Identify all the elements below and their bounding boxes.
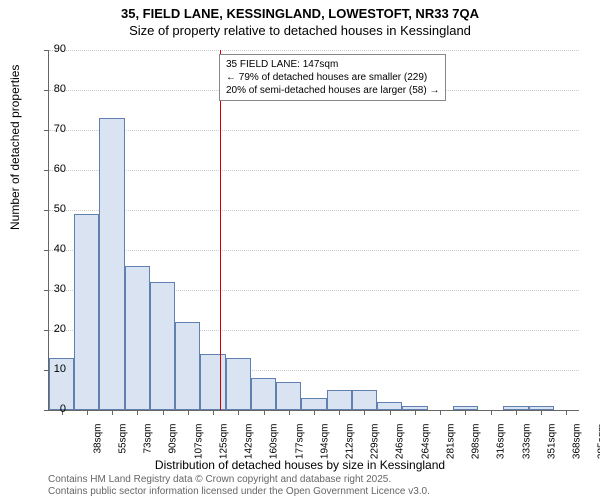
ytick-label: 0 — [36, 403, 66, 415]
xtick-mark — [339, 410, 340, 415]
xtick-mark — [364, 410, 365, 415]
xtick-label: 281sqm — [445, 424, 456, 464]
xtick-mark — [213, 410, 214, 415]
histogram-bar — [99, 118, 124, 410]
histogram-bar — [327, 390, 352, 410]
grid-line — [49, 130, 579, 131]
xtick-label: 368sqm — [572, 424, 583, 464]
grid-line — [49, 50, 579, 51]
xtick-label: 212sqm — [345, 424, 356, 464]
xtick-label: 246sqm — [395, 424, 406, 464]
footer-credits: Contains HM Land Registry data © Crown c… — [48, 474, 430, 498]
xtick-mark — [541, 410, 542, 415]
xtick-mark — [87, 410, 88, 415]
xtick-mark — [415, 410, 416, 415]
xtick-mark — [112, 410, 113, 415]
xtick-label: 38sqm — [92, 424, 103, 464]
ytick-label: 80 — [36, 83, 66, 95]
xtick-label: 107sqm — [193, 424, 204, 464]
info-box: 35 FIELD LANE: 147sqm ← 79% of detached … — [219, 54, 446, 101]
ytick-label: 70 — [36, 123, 66, 135]
histogram-bar — [200, 354, 225, 410]
xtick-label: 160sqm — [269, 424, 280, 464]
histogram-bar — [150, 282, 175, 410]
xtick-mark — [491, 410, 492, 415]
info-line-2: ← 79% of detached houses are smaller (22… — [226, 71, 439, 84]
xtick-label: 177sqm — [294, 424, 305, 464]
histogram-bar — [251, 378, 276, 410]
xtick-mark — [137, 410, 138, 415]
xtick-mark — [465, 410, 466, 415]
ytick-label: 90 — [36, 43, 66, 55]
histogram-bar — [74, 214, 99, 410]
y-axis-label: Number of detached properties — [8, 65, 22, 230]
xtick-mark — [163, 410, 164, 415]
grid-line — [49, 250, 579, 251]
xtick-label: 55sqm — [117, 424, 128, 464]
xtick-label: 316sqm — [496, 424, 507, 464]
histogram-bar — [125, 266, 150, 410]
reference-line — [220, 50, 221, 410]
footer-line-2: Contains public sector information licen… — [48, 486, 430, 498]
xtick-mark — [314, 410, 315, 415]
xtick-label: 351sqm — [546, 424, 557, 464]
histogram-bar — [301, 398, 326, 410]
ytick-label: 10 — [36, 363, 66, 375]
xtick-label: 194sqm — [319, 424, 330, 464]
xtick-label: 142sqm — [244, 424, 255, 464]
xtick-mark — [238, 410, 239, 415]
xtick-mark — [440, 410, 441, 415]
info-line-1: 35 FIELD LANE: 147sqm — [226, 58, 439, 71]
xtick-label: 229sqm — [370, 424, 381, 464]
histogram-bar — [226, 358, 251, 410]
chart-container: 35, FIELD LANE, KESSINGLAND, LOWESTOFT, … — [0, 0, 600, 500]
xtick-mark — [188, 410, 189, 415]
histogram-bar — [377, 402, 402, 410]
xtick-label: 333sqm — [521, 424, 532, 464]
grid-line — [49, 210, 579, 211]
ytick-label: 50 — [36, 203, 66, 215]
chart-title-main: 35, FIELD LANE, KESSINGLAND, LOWESTOFT, … — [0, 0, 600, 21]
histogram-bar — [175, 322, 200, 410]
chart-title-sub: Size of property relative to detached ho… — [0, 21, 600, 38]
grid-line — [49, 170, 579, 171]
ytick-label: 60 — [36, 163, 66, 175]
ytick-label: 30 — [36, 283, 66, 295]
info-line-3: 20% of semi-detached houses are larger (… — [226, 84, 439, 97]
xtick-label: 73sqm — [143, 424, 154, 464]
xtick-mark — [390, 410, 391, 415]
ytick-label: 40 — [36, 243, 66, 255]
ytick-label: 20 — [36, 323, 66, 335]
histogram-bar — [352, 390, 377, 410]
xtick-mark — [516, 410, 517, 415]
xtick-mark — [264, 410, 265, 415]
xtick-label: 264sqm — [420, 424, 431, 464]
xtick-mark — [566, 410, 567, 415]
xtick-label: 90sqm — [168, 424, 179, 464]
plot-area: 35 FIELD LANE: 147sqm ← 79% of detached … — [48, 50, 579, 411]
xtick-mark — [289, 410, 290, 415]
histogram-bar — [276, 382, 301, 410]
xtick-label: 298sqm — [471, 424, 482, 464]
footer-line-1: Contains HM Land Registry data © Crown c… — [48, 474, 430, 486]
xtick-label: 125sqm — [218, 424, 229, 464]
